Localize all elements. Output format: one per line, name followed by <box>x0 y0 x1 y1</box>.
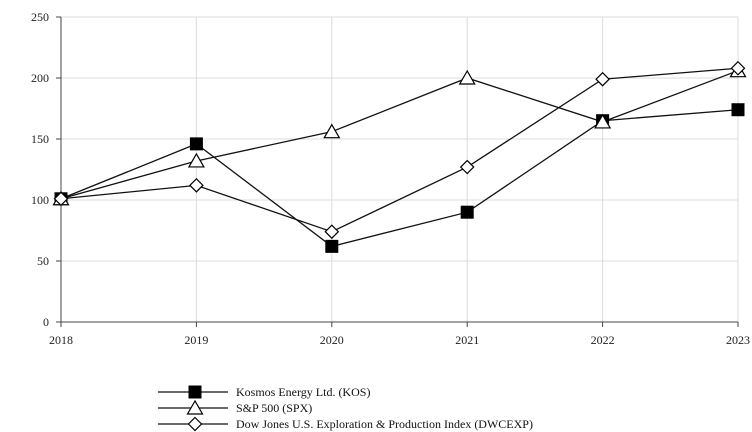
data-point-triangle <box>594 113 612 129</box>
x-tick-label: 2022 <box>591 333 615 347</box>
x-tick-label: 2021 <box>455 333 479 347</box>
data-point-diamond <box>595 71 610 87</box>
legend-item: Kosmos Energy Ltd. (KOS) <box>158 385 370 399</box>
legend-label: Kosmos Energy Ltd. (KOS) <box>236 385 370 399</box>
series-line-square <box>60 109 739 248</box>
x-tick-label: 2019 <box>184 333 208 347</box>
legend: Kosmos Energy Ltd. (KOS) S&P 500 (SPX) Dow… <box>158 385 533 432</box>
series-line-triangle <box>60 70 739 200</box>
grid-lines <box>61 16 739 322</box>
x-tick-label: 2018 <box>49 333 73 347</box>
series-line-diamond <box>60 67 739 233</box>
data-point-square <box>731 103 745 117</box>
y-axis-ticks: 0 50 100 150 200 250 <box>31 10 49 329</box>
data-point-triangle <box>187 152 205 168</box>
y-tick-label: 200 <box>31 71 49 85</box>
x-axis-ticks: 2018 2019 2020 2021 2022 2023 <box>49 333 750 347</box>
data-point-square <box>325 239 339 253</box>
axes <box>56 16 739 327</box>
y-tick-label: 250 <box>31 10 49 24</box>
legend-item: Dow Jones U.S. Exploration & Production … <box>158 416 533 432</box>
data-point-diamond <box>189 178 204 193</box>
y-tick-label: 0 <box>43 315 49 329</box>
data-point-square <box>189 137 203 151</box>
data-point-triangle <box>323 123 341 139</box>
legend-label: Dow Jones U.S. Exploration & Production … <box>236 417 533 431</box>
legend-item: S&P 500 (SPX) <box>158 399 312 415</box>
legend-label: S&P 500 (SPX) <box>236 401 312 415</box>
legend-marker-triangle <box>186 399 204 415</box>
legend-marker-square <box>188 385 202 399</box>
data-point-diamond <box>324 224 340 240</box>
data-point-diamond <box>730 60 746 76</box>
series-group <box>52 60 747 253</box>
data-point-diamond <box>459 159 475 175</box>
x-tick-label: 2023 <box>726 333 750 347</box>
y-tick-label: 50 <box>37 254 49 268</box>
data-point-diamond <box>53 191 69 207</box>
x-tick-label: 2020 <box>320 333 344 347</box>
data-point-triangle <box>458 69 476 85</box>
legend-marker-diamond <box>187 416 203 432</box>
y-tick-label: 150 <box>31 132 49 146</box>
data-point-square <box>460 205 474 219</box>
y-tick-label: 100 <box>31 193 49 207</box>
